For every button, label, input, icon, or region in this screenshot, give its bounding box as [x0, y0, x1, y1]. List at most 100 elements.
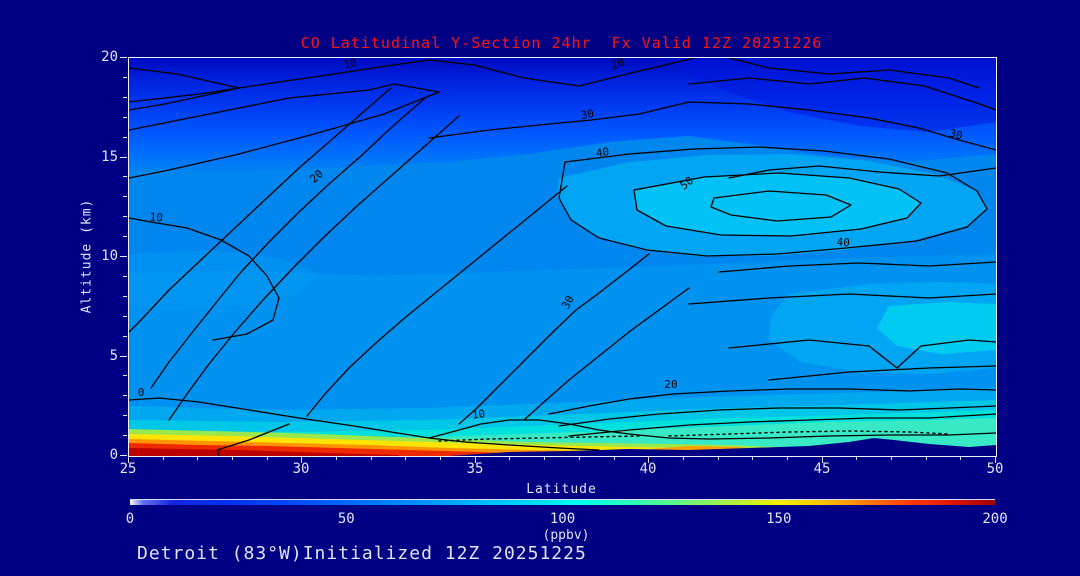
contour-loop-inner [710, 190, 852, 222]
y-minor-tick [123, 375, 127, 376]
contour-line-dotted [668, 430, 950, 437]
contour-label-40: 40 [595, 145, 610, 160]
x-minor-tick [509, 456, 510, 460]
x-minor-tick [683, 456, 684, 460]
colorbar-tick-label: 100 [549, 511, 576, 527]
x-axis-label: Latitude [526, 482, 597, 497]
contour-loop-50 [633, 172, 922, 237]
contour-label-30: 30 [580, 107, 595, 122]
contour-label-40: 40 [836, 236, 850, 250]
y-major-tick [120, 356, 127, 357]
x-minor-tick [891, 456, 892, 460]
y-minor-tick [123, 216, 127, 217]
x-tick-label: 30 [292, 461, 310, 477]
contour-line [688, 293, 996, 305]
contour-label-10: 10 [149, 211, 163, 225]
x-major-tick [995, 456, 996, 463]
contour-label-10: 10 [471, 407, 486, 422]
y-minor-tick [123, 336, 127, 337]
y-minor-tick [123, 196, 127, 197]
x-major-tick [128, 456, 129, 463]
y-minor-tick [123, 97, 127, 98]
contour-label-30: 30 [559, 293, 577, 311]
contour-line-10-top [129, 58, 695, 103]
colorbar-tick-label: 50 [337, 511, 355, 527]
contour-line-10-bottom [428, 419, 996, 440]
contour-line [768, 365, 996, 381]
contour-label-20: 20 [609, 58, 626, 72]
plot-area: 10 20 30 30 40 50 40 20 10 30 0 20 10 [128, 57, 997, 457]
x-major-tick [475, 456, 476, 463]
x-minor-tick [787, 456, 788, 460]
x-major-tick [301, 456, 302, 463]
contour-line [568, 413, 996, 437]
x-minor-tick [267, 456, 268, 460]
y-tick-label: 10 [101, 248, 118, 264]
y-minor-tick [123, 276, 127, 277]
y-minor-tick [123, 77, 127, 78]
contour-label-20: 20 [664, 378, 677, 391]
x-tick-label: 25 [119, 461, 137, 477]
contour-line-30-mid [458, 253, 650, 425]
y-minor-tick [123, 316, 127, 317]
x-tick-label: 50 [986, 461, 1004, 477]
x-minor-tick [926, 456, 927, 460]
x-tick-label: 40 [639, 461, 657, 477]
y-minor-tick [123, 176, 127, 177]
contour-line [728, 165, 996, 179]
x-minor-tick [960, 456, 961, 460]
contour-label-0: 0 [138, 386, 145, 399]
x-tick-label: 45 [813, 461, 831, 477]
contour-line [306, 185, 568, 417]
y-tick-label: 20 [101, 49, 118, 65]
y-major-tick [120, 256, 127, 257]
contour-line [129, 87, 392, 333]
contour-label-50: 50 [678, 174, 696, 192]
x-minor-tick [718, 456, 719, 460]
x-minor-tick [371, 456, 372, 460]
y-major-tick [120, 57, 127, 58]
colorbar-units-label: (ppbv) [542, 528, 590, 543]
contour-line [728, 58, 980, 89]
x-minor-tick [163, 456, 164, 460]
contour-line-20-left [150, 97, 426, 389]
contour-line [523, 287, 690, 421]
x-minor-tick [856, 456, 857, 460]
x-minor-tick [232, 456, 233, 460]
terrain-silhouette [449, 438, 996, 456]
contour-line-0 [129, 397, 600, 451]
fill-topright-pocket [669, 58, 996, 132]
y-major-tick [120, 157, 127, 158]
x-minor-tick [579, 456, 580, 460]
colorbar-tick-label: 0 [125, 511, 135, 527]
colorbar-tick-label: 150 [766, 511, 792, 527]
colorbar [130, 499, 995, 505]
y-minor-tick [123, 435, 127, 436]
contour-loop-40 [558, 146, 988, 257]
contour-line [168, 115, 460, 421]
footer-station-init-line: Detroit (83°W)Initialized 12Z 20251225 [137, 543, 587, 564]
fill-surface-darkred [129, 448, 399, 456]
filled-contour-field [129, 58, 996, 456]
x-minor-tick [197, 456, 198, 460]
x-tick-label: 35 [466, 461, 484, 477]
x-minor-tick [544, 456, 545, 460]
x-minor-tick [336, 456, 337, 460]
contour-line [558, 405, 996, 427]
fill-rightmid-lighter [877, 302, 996, 354]
contour-line [688, 77, 996, 111]
x-minor-tick [405, 456, 406, 460]
chart-title: CO Latitudinal Y-Section 24hr Fx Valid 1… [300, 34, 823, 52]
y-tick-label: 15 [101, 149, 118, 165]
contour-line-20-bottom [548, 388, 996, 415]
x-minor-tick [440, 456, 441, 460]
contour-line-10-left [129, 217, 280, 341]
y-minor-tick [123, 296, 127, 297]
contour-line [718, 261, 996, 273]
colorbar-tick-label: 200 [982, 511, 1008, 527]
contour-lines [129, 58, 996, 456]
x-major-tick [822, 456, 823, 463]
